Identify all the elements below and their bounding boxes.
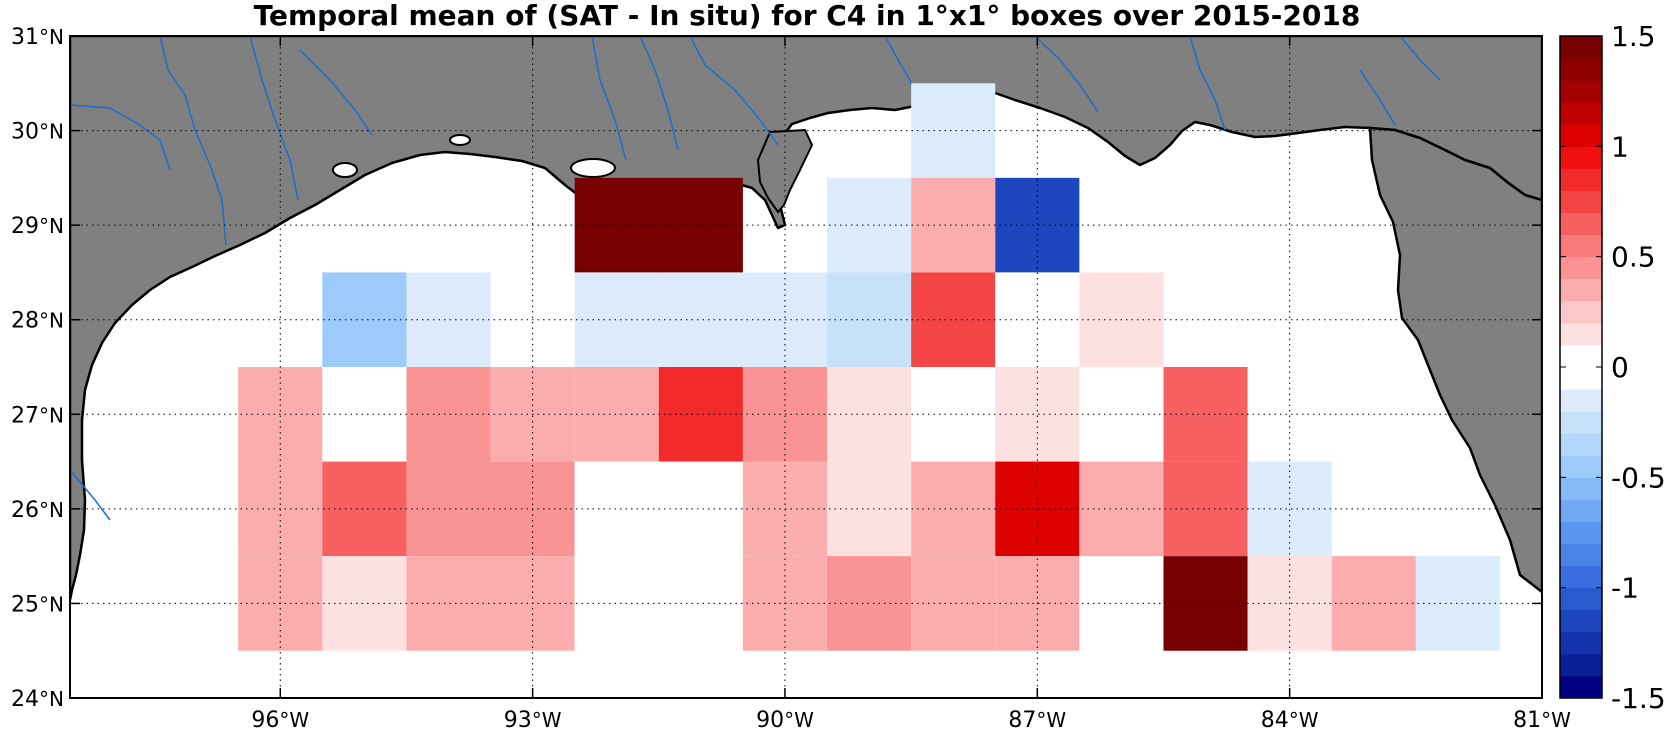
heatmap-cell xyxy=(406,461,491,557)
heatmap-cell xyxy=(995,272,1080,367)
colorbar-swatch xyxy=(1560,631,1602,655)
heatmap-cell xyxy=(1163,461,1248,557)
colorbar-swatch xyxy=(1560,234,1602,258)
heatmap-cell xyxy=(574,272,659,367)
heatmap-cell xyxy=(1415,556,1500,651)
gridlines xyxy=(70,36,1542,698)
y-tick-label: 26°N xyxy=(11,498,64,523)
colorbar-swatch xyxy=(1560,521,1602,545)
colorbar-swatch xyxy=(1560,256,1602,280)
colorbar-swatch xyxy=(1560,455,1602,478)
heatmap-cell xyxy=(827,177,912,273)
colorbar-swatch xyxy=(1560,190,1602,214)
heatmap-cell xyxy=(827,556,912,651)
colorbar-swatch xyxy=(1560,433,1602,456)
x-tick-label: 96°W xyxy=(251,708,309,730)
land-north-mainland xyxy=(70,36,1542,602)
land-delta xyxy=(756,128,814,214)
heatmap-cell xyxy=(322,556,407,651)
x-tick-label: 90°W xyxy=(756,708,814,730)
land-florida xyxy=(1368,126,1542,594)
colorbar-swatch xyxy=(1560,36,1602,59)
heatmap-cell xyxy=(406,367,491,462)
colorbar-swatch xyxy=(1560,300,1602,324)
heatmap-cell xyxy=(911,556,996,651)
heatmap-cell xyxy=(406,272,491,367)
y-tick-label: 31°N xyxy=(11,25,64,50)
colorbar-swatch xyxy=(1560,609,1602,633)
colorbar-swatch xyxy=(1560,587,1602,611)
y-tick-label: 24°N xyxy=(11,687,64,712)
y-tick-label: 28°N xyxy=(11,309,64,334)
colorbar-tick-label: 1.5 xyxy=(1611,20,1656,53)
land-lake-pontchartrain-isle xyxy=(570,158,616,178)
map-title: Temporal mean of (SAT - In situ) for C4 … xyxy=(254,0,1361,32)
colorbar-tick-label: 0 xyxy=(1611,351,1629,384)
colorbar-swatch xyxy=(1560,146,1602,169)
colorbar-swatch xyxy=(1560,565,1602,589)
colorbar-tick-label: -0.5 xyxy=(1611,461,1666,494)
heatmap-cell xyxy=(911,177,996,273)
colorbar-tick-label: 0.5 xyxy=(1611,241,1656,274)
colorbar-swatch xyxy=(1560,344,1602,368)
heatmap-cell xyxy=(911,83,996,178)
colorbar-tick-label: -1.5 xyxy=(1611,682,1666,715)
y-tick-label: 27°N xyxy=(11,403,64,428)
land-lake-east xyxy=(332,162,358,178)
colorbar-swatch xyxy=(1560,124,1602,147)
colorbar-swatch xyxy=(1560,278,1602,302)
map-frame xyxy=(69,35,1543,699)
colorbar-swatch xyxy=(1560,411,1602,434)
colorbar-swatch xyxy=(1560,499,1602,522)
heatmap-cell xyxy=(742,461,828,557)
heatmap-cell xyxy=(1163,556,1248,651)
heatmap-cell xyxy=(406,556,491,651)
colorbar-tick-label: -1 xyxy=(1611,572,1639,605)
land-lake-white xyxy=(449,134,471,146)
heatmap-cell xyxy=(742,272,828,367)
heatmap-cell xyxy=(742,367,828,462)
heatmap-cell xyxy=(827,461,912,557)
heatmap-cell xyxy=(322,272,407,367)
heatmap-cell xyxy=(574,461,659,557)
colorbar-swatch xyxy=(1560,102,1602,125)
colorbar-swatch xyxy=(1560,168,1602,191)
heatmap-cell xyxy=(911,367,996,462)
heatmap-cell xyxy=(574,556,659,651)
colorbar-swatch xyxy=(1560,477,1602,500)
colorbar: 1.5 1 0.5 0 -0.5 -1 -1.5 xyxy=(1559,20,1666,715)
x-tick-label: 81°W xyxy=(1513,708,1571,730)
colorbar-swatch xyxy=(1560,389,1602,412)
rivers xyxy=(70,36,1441,521)
colorbar-tick-label: 1 xyxy=(1611,130,1629,163)
heatmap-cell xyxy=(911,272,996,367)
colorbar-swatch xyxy=(1560,80,1602,103)
heatmap-cell xyxy=(322,461,407,557)
heatmap-cell xyxy=(911,461,996,557)
colorbar-swatch xyxy=(1560,212,1602,236)
heatmap-cell xyxy=(827,367,912,462)
heatmap-cell xyxy=(574,367,659,462)
y-tick-label: 25°N xyxy=(11,592,64,617)
heatmap-cell xyxy=(658,367,743,462)
colorbar-swatch xyxy=(1560,367,1602,390)
colorbar-swatch xyxy=(1560,322,1602,346)
y-tick-label: 30°N xyxy=(11,120,64,145)
y-tick-label: 29°N xyxy=(11,214,64,239)
x-tick-label: 87°W xyxy=(1008,708,1066,730)
x-tick-label: 84°W xyxy=(1261,708,1319,730)
colorbar-swatch xyxy=(1560,675,1602,699)
colorbar-swatch xyxy=(1560,653,1602,677)
heatmap-cell xyxy=(1163,367,1248,462)
map-axes: 96°W 93°W 90°W 87°W 84°W 81°W 24°N 25°N 26°N 27°N… xyxy=(11,25,1571,733)
heatmap-cell xyxy=(827,272,912,367)
heatmap-cell xyxy=(658,272,743,367)
x-tick-label: 93°W xyxy=(504,708,562,730)
colorbar-swatch xyxy=(1560,543,1602,567)
colorbar-swatch xyxy=(1560,58,1602,81)
heatmap-cell xyxy=(322,367,407,462)
